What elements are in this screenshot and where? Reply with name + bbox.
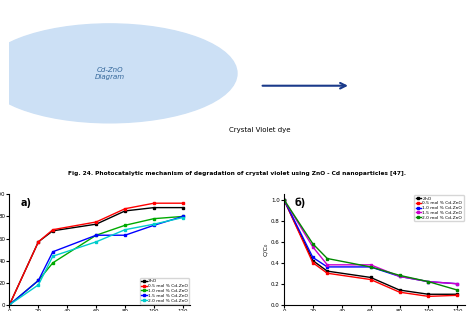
1.5 mol % Cd-ZnO [151,223,157,227]
2.0 mol % Cd-ZnO [93,240,99,244]
1.0 mol % Cd-ZnO [7,303,12,307]
Y-axis label: C/C₀: C/C₀ [263,243,268,256]
2.0 mol % Cd-ZnO [455,288,460,292]
ZnO [7,303,12,307]
ZnO [93,222,99,226]
ZnO [324,269,330,273]
2.0 mol % Cd-ZnO [324,257,330,260]
1.0 mol % Cd-ZnO [455,282,460,285]
1.5 mol % Cd-ZnO [455,282,460,285]
1.0 mol % Cd-ZnO [151,217,157,220]
ZnO [151,206,157,210]
2.0 mol % Cd-ZnO [310,242,316,246]
1.0 mol % Cd-ZnO [281,198,287,202]
1.5 mol % Cd-ZnO [50,250,55,254]
0.5 mol % Cd-ZnO [151,201,157,205]
1.0 mol % Cd-ZnO [368,265,374,269]
1.0 mol % Cd-ZnO [122,223,128,227]
2.0 mol % Cd-ZnO [368,265,374,269]
1.5 mol % Cd-ZnO [281,198,287,202]
2.0 mol % Cd-ZnO [36,283,41,287]
Line: 2.0 mol % Cd-ZnO: 2.0 mol % Cd-ZnO [283,198,459,291]
1.5 mol % Cd-ZnO [93,233,99,237]
2.0 mol % Cd-ZnO [50,254,55,258]
Text: Crystal Violet dye: Crystal Violet dye [229,127,291,133]
Line: ZnO: ZnO [8,206,184,306]
Line: 1.5 mol % Cd-ZnO: 1.5 mol % Cd-ZnO [283,198,459,285]
ZnO [397,288,402,292]
1.5 mol % Cd-ZnO [324,263,330,267]
ZnO [180,206,186,210]
Line: 1.0 mol % Cd-ZnO: 1.0 mol % Cd-ZnO [283,198,459,285]
0.5 mol % Cd-ZnO [397,290,402,294]
ZnO [50,229,55,233]
2.0 mol % Cd-ZnO [180,216,186,220]
1.5 mol % Cd-ZnO [368,263,374,267]
0.5 mol % Cd-ZnO [93,220,99,224]
Line: 0.5 mol % Cd-ZnO: 0.5 mol % Cd-ZnO [283,198,459,298]
0.5 mol % Cd-ZnO [324,272,330,275]
0.5 mol % Cd-ZnO [122,207,128,211]
Text: Cd-ZnO
Diagram: Cd-ZnO Diagram [94,67,125,80]
1.5 mol % Cd-ZnO [180,215,186,218]
ZnO [36,240,41,244]
2.0 mol % Cd-ZnO [151,222,157,226]
1.0 mol % Cd-ZnO [324,265,330,269]
Text: Fig. 24. Photocatalytic mechanism of degradation of crystal violet using ZnO - C: Fig. 24. Photocatalytic mechanism of deg… [68,171,406,176]
1.5 mol % Cd-ZnO [426,280,431,284]
0.5 mol % Cd-ZnO [50,228,55,232]
1.5 mol % Cd-ZnO [7,303,12,307]
ZnO [455,292,460,296]
Line: 0.5 mol % Cd-ZnO: 0.5 mol % Cd-ZnO [8,202,184,306]
Line: 1.5 mol % Cd-ZnO: 1.5 mol % Cd-ZnO [8,215,184,306]
ZnO [281,198,287,202]
1.5 mol % Cd-ZnO [122,233,128,237]
1.5 mol % Cd-ZnO [36,279,41,282]
Circle shape [0,24,237,123]
Line: 2.0 mol % Cd-ZnO: 2.0 mol % Cd-ZnO [8,216,184,306]
2.0 mol % Cd-ZnO [281,198,287,202]
1.0 mol % Cd-ZnO [180,215,186,218]
Legend: ZnO, 0.5 mol % Cd-ZnO, 1.0 mol % Cd-ZnO, 1.5 mol % Cd-ZnO, 2.0 mol % Cd-ZnO: ZnO, 0.5 mol % Cd-ZnO, 1.0 mol % Cd-ZnO,… [140,278,189,304]
Line: 1.0 mol % Cd-ZnO: 1.0 mol % Cd-ZnO [8,215,184,306]
1.0 mol % Cd-ZnO [310,256,316,259]
1.0 mol % Cd-ZnO [426,280,431,284]
1.0 mol % Cd-ZnO [397,275,402,278]
0.5 mol % Cd-ZnO [310,261,316,265]
1.5 mol % Cd-ZnO [397,275,402,278]
Text: a): a) [20,198,31,208]
ZnO [122,209,128,213]
1.0 mol % Cd-ZnO [36,279,41,282]
0.5 mol % Cd-ZnO [281,198,287,202]
Legend: ZnO, 0.5 mol % Cd-ZnO, 1.0 mol % Cd-ZnO, 1.5 mol % Cd-ZnO, 2.0 mol % Cd-ZnO: ZnO, 0.5 mol % Cd-ZnO, 1.0 mol % Cd-ZnO,… [414,195,464,221]
1.0 mol % Cd-ZnO [93,233,99,237]
0.5 mol % Cd-ZnO [180,201,186,205]
0.5 mol % Cd-ZnO [36,240,41,244]
ZnO [310,259,316,262]
2.0 mol % Cd-ZnO [7,303,12,307]
0.5 mol % Cd-ZnO [7,303,12,307]
0.5 mol % Cd-ZnO [368,278,374,281]
0.5 mol % Cd-ZnO [455,294,460,297]
1.5 mol % Cd-ZnO [310,245,316,249]
1.0 mol % Cd-ZnO [50,261,55,265]
ZnO [368,276,374,279]
Line: ZnO: ZnO [283,198,459,296]
0.5 mol % Cd-ZnO [426,295,431,298]
ZnO [426,292,431,296]
2.0 mol % Cd-ZnO [397,273,402,277]
Text: б): б) [295,198,306,208]
2.0 mol % Cd-ZnO [426,280,431,284]
2.0 mol % Cd-ZnO [122,228,128,232]
